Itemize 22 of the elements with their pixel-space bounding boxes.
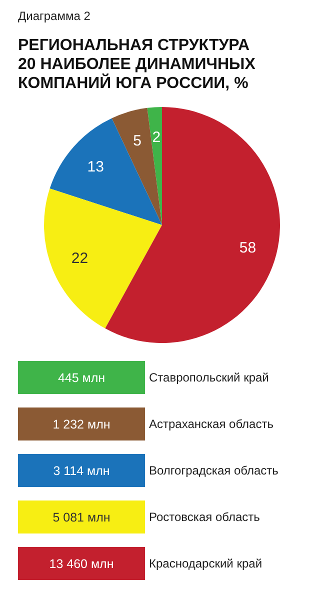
legend-label: Ставропольский край [149,370,269,385]
chart-title: РЕГИОНАЛЬНАЯ СТРУКТУРА 20 НАИБОЛЕЕ ДИНАМИЧНЫХ КОМПАНИЙ ЮГА РОССИИ, % [18,37,256,92]
legend-label: Волгоградская область [149,464,278,478]
text: 3 114 млн [53,464,110,478]
data-label: 13 [87,158,104,176]
text: 13 460 млн [49,556,114,571]
text: 1 232 млн [52,417,110,432]
legend-label: Астраханская область [149,417,274,432]
text: 5 081 млн [52,510,110,524]
legend-label: Краснодарский край [149,556,262,571]
pie-slice [44,188,162,328]
pie-slice [105,107,280,343]
pie-slice [147,107,162,225]
pie-slice [50,118,162,225]
legend-label: Ростовская область [149,510,260,524]
data-label: 2 [152,128,161,146]
data-label: 58 [239,239,256,256]
data-label: 22 [71,250,88,267]
text: 445 млн [58,370,106,385]
pie-slice [112,108,162,225]
data-label: 5 [133,132,142,150]
chart-subtitle: Диаграмма 2 [18,9,91,23]
